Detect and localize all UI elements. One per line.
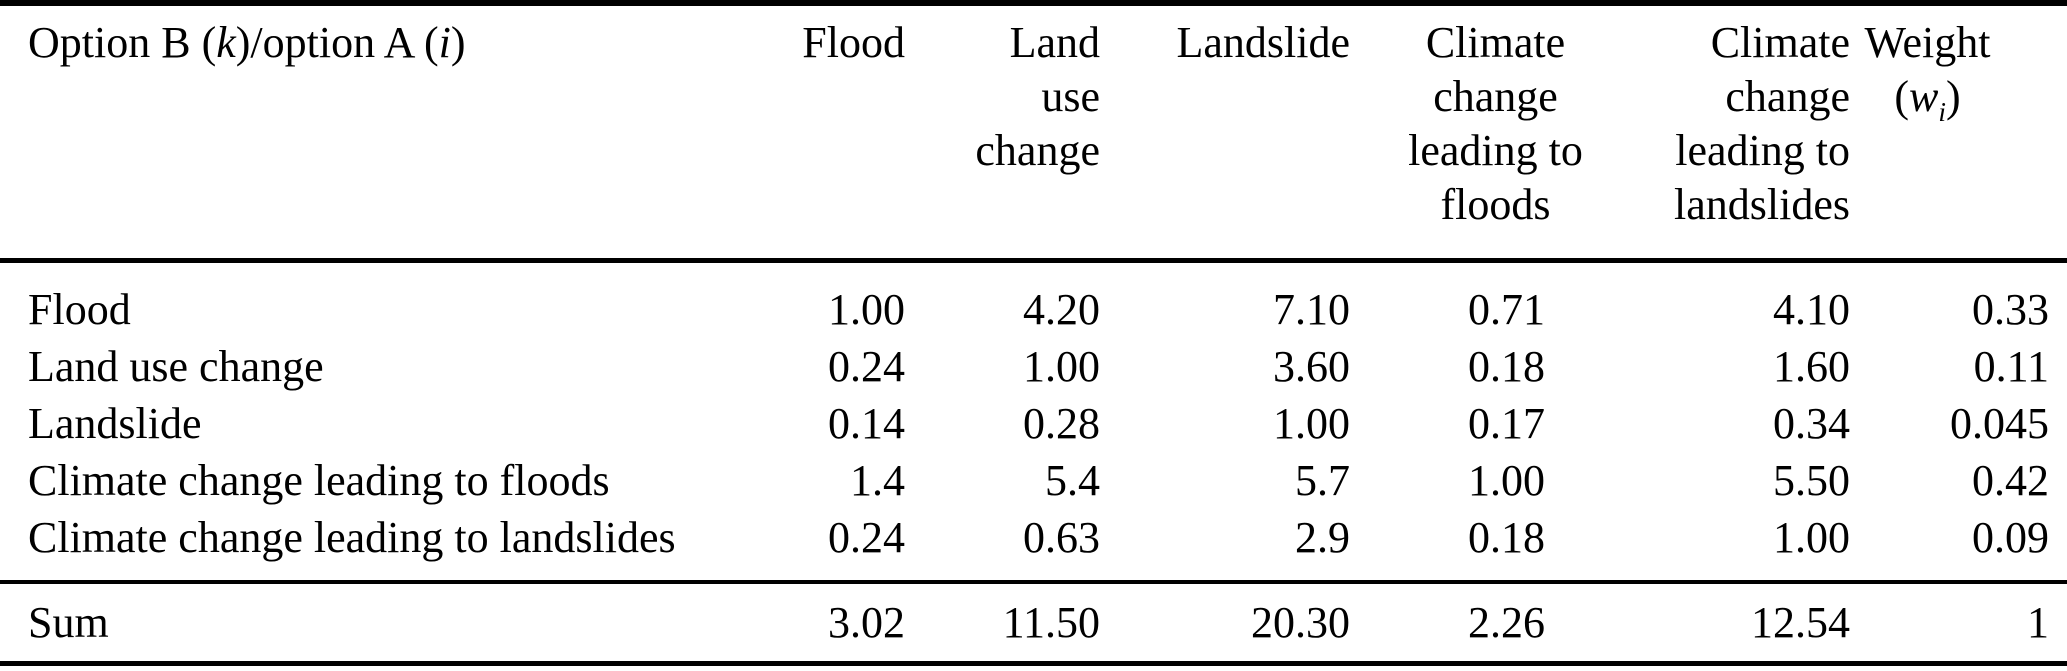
cell-value: 1.00	[1023, 342, 1100, 391]
cell-value: 0.18	[1468, 342, 1545, 391]
row-label: Landslide	[28, 399, 202, 448]
cell-value: 0.71	[1468, 285, 1545, 334]
cell-value: 0.42	[1972, 456, 2049, 505]
cell-value: 0.24	[828, 513, 905, 562]
cell-value: 4.20	[1023, 285, 1100, 334]
col-header-land-use-change-text: Land use change	[975, 18, 1100, 175]
table-row-flood: Flood 1.00 4.20 7.10 0.71 4.10 0.33	[0, 261, 2067, 339]
cell-value: 0.18	[1468, 513, 1545, 562]
table-body: Flood 1.00 4.20 7.10 0.71 4.10 0.33 Land…	[0, 261, 2067, 583]
weight-sub-i: i	[1938, 96, 1946, 127]
sum-row: Sum 3.02 11.50 20.30 2.26 12.54 1	[0, 582, 2067, 664]
cell-value: 0.28	[1023, 399, 1100, 448]
row-label: Land use change	[28, 342, 324, 391]
col-header-cc-floods: Climate change leading to floods	[1350, 3, 1583, 261]
table-row-landslide: Landslide 0.14 0.28 1.00 0.17 0.34 0.045	[0, 395, 2067, 452]
sum-value: 1	[2027, 598, 2049, 647]
table-footer: Sum 3.02 11.50 20.30 2.26 12.54 1	[0, 582, 2067, 664]
cell-value: 2.9	[1295, 513, 1350, 562]
cell-value: 0.11	[1973, 342, 2049, 391]
cell-value: 1.00	[1773, 513, 1850, 562]
row-label: Flood	[28, 285, 131, 334]
cell-value: 1.00	[828, 285, 905, 334]
cell-value: 3.60	[1273, 342, 1350, 391]
row-label: Climate change leading to landslides	[28, 513, 676, 562]
col-header-flood: Flood	[745, 3, 905, 261]
corner-part3: )	[450, 18, 466, 67]
header-row: Option B (k)/option A (i) Flood Land use…	[0, 3, 2067, 261]
col-header-landslide: Landslide	[1100, 3, 1350, 261]
cell-value: 0.09	[1972, 513, 2049, 562]
sum-value: 11.50	[1002, 598, 1100, 647]
corner-var-k: k	[216, 18, 236, 67]
sum-label: Sum	[28, 598, 109, 647]
cell-value: 5.4	[1045, 456, 1100, 505]
cell-value: 1.4	[850, 456, 905, 505]
corner-part2: )/option A (	[235, 18, 439, 67]
col-header-flood-text: Flood	[802, 18, 905, 67]
col-header-weight-text: Weight (wi)	[1865, 16, 1991, 139]
cell-value: 5.50	[1773, 456, 1850, 505]
col-header-landslide-text: Landslide	[1176, 18, 1350, 67]
cell-value: 0.14	[828, 399, 905, 448]
cell-value: 7.10	[1273, 285, 1350, 334]
row-label: Climate change leading to floods	[28, 456, 610, 505]
weight-var-w: w	[1909, 72, 1939, 121]
cell-value: 1.00	[1273, 399, 1350, 448]
cell-value: 1.60	[1773, 342, 1850, 391]
cell-value: 0.24	[828, 342, 905, 391]
table-row-cc-floods: Climate change leading to floods 1.4 5.4…	[0, 452, 2067, 509]
table-header: Option B (k)/option A (i) Flood Land use…	[0, 3, 2067, 261]
cell-value: 0.34	[1773, 399, 1850, 448]
cell-value: 1.00	[1468, 456, 1545, 505]
table-row-land-use-change: Land use change 0.24 1.00 3.60 0.18 1.60…	[0, 338, 2067, 395]
sum-value: 20.30	[1251, 598, 1350, 647]
sum-value: 2.26	[1468, 598, 1545, 647]
corner-var-i: i	[438, 18, 451, 67]
corner-header-text: Option B (k)/option A (i)	[28, 18, 466, 67]
col-header-land-use-change: Land use change	[905, 3, 1100, 261]
col-header-cc-floods-text: Climate change leading to floods	[1408, 18, 1583, 229]
corner-header: Option B (k)/option A (i)	[0, 3, 745, 261]
weight-paren-open: (	[1894, 72, 1910, 121]
col-header-cc-landslides: Climate change leading to landslides	[1545, 3, 1850, 261]
col-header-cc-landslides-text: Climate change leading to landslides	[1674, 18, 1850, 229]
cell-value: 5.7	[1295, 456, 1350, 505]
sum-value: 12.54	[1751, 598, 1850, 647]
table-row-cc-landslides: Climate change leading to landslides 0.2…	[0, 509, 2067, 582]
sum-value: 3.02	[828, 598, 905, 647]
cell-value: 0.045	[1950, 399, 2049, 448]
col-header-weight: Weight (wi)	[1850, 3, 2067, 261]
weight-line1: Weight	[1864, 18, 1991, 67]
corner-part1: Option B (	[28, 18, 217, 67]
cell-value: 0.17	[1468, 399, 1545, 448]
cell-value: 0.33	[1972, 285, 2049, 334]
cell-value: 4.10	[1773, 285, 1850, 334]
cell-value: 0.63	[1023, 513, 1100, 562]
weight-paren-close: )	[1945, 72, 1961, 121]
